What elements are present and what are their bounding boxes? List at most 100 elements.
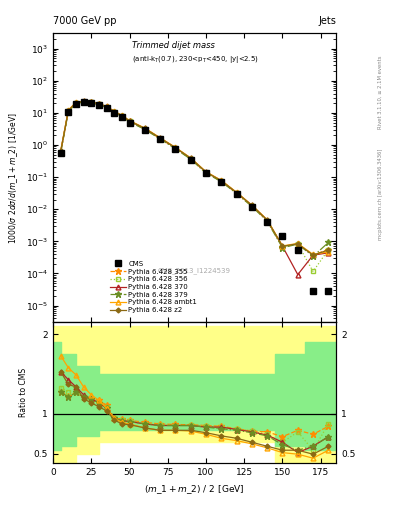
Pythia 6.428 379 (311, 253, 316, 260)
Pythia 6.428 ambt1 (89, 99, 94, 105)
Pythia 6.428 z2 (265, 217, 270, 223)
Pythia 6.428 356 (112, 109, 117, 115)
CMS (89, 100, 94, 106)
Pythia 6.428 z2 (326, 247, 331, 253)
Pythia 6.428 z2 (73, 99, 78, 105)
Pythia 6.428 ambt1 (58, 147, 63, 154)
Pythia 6.428 ambt1 (311, 251, 316, 258)
Pythia 6.428 356 (73, 100, 78, 106)
CMS (296, 247, 300, 253)
CMS (97, 102, 101, 109)
Pythia 6.428 370 (66, 108, 71, 114)
Line: Pythia 6.428 355: Pythia 6.428 355 (58, 99, 331, 258)
Pythia 6.428 ambt1 (204, 168, 208, 175)
Pythia 6.428 355 (81, 99, 86, 105)
CMS (311, 288, 316, 294)
Pythia 6.428 355 (66, 108, 71, 114)
CMS (119, 114, 124, 120)
CMS (219, 179, 224, 185)
Pythia 6.428 355 (127, 118, 132, 124)
Pythia 6.428 z2 (204, 169, 208, 175)
Pythia 6.428 356 (143, 126, 147, 132)
CMS (81, 99, 86, 105)
Line: Pythia 6.428 ambt1: Pythia 6.428 ambt1 (58, 99, 331, 257)
Pythia 6.428 ambt1 (143, 125, 147, 131)
Pythia 6.428 z2 (280, 243, 285, 249)
Pythia 6.428 370 (219, 178, 224, 184)
CMS (66, 109, 71, 115)
Pythia 6.428 370 (250, 202, 254, 208)
Pythia 6.428 379 (265, 218, 270, 224)
Pythia 6.428 370 (112, 109, 117, 115)
Pythia 6.428 z2 (296, 241, 300, 247)
Pythia 6.428 356 (97, 101, 101, 108)
Text: mcplots.cern.ch [arXiv:1306.3436]: mcplots.cern.ch [arXiv:1306.3436] (378, 149, 383, 240)
Y-axis label: $1000/\sigma\ 2d\sigma/d(m\_1 + m\_2)\ [1/\mathrm{GeV}]$: $1000/\sigma\ 2d\sigma/d(m\_1 + m\_2)\ [… (7, 112, 20, 244)
Pythia 6.428 379 (234, 190, 239, 197)
Pythia 6.428 z2 (311, 252, 316, 258)
Pythia 6.428 355 (326, 247, 331, 253)
Pythia 6.428 370 (311, 252, 316, 258)
Pythia 6.428 379 (112, 110, 117, 116)
Legend: CMS, Pythia 6.428 355, Pythia 6.428 356, Pythia 6.428 370, Pythia 6.428 379, Pyt: CMS, Pythia 6.428 355, Pythia 6.428 356,… (107, 258, 200, 316)
Pythia 6.428 z2 (234, 189, 239, 196)
Pythia 6.428 355 (296, 241, 300, 247)
Pythia 6.428 370 (73, 99, 78, 105)
Pythia 6.428 370 (58, 148, 63, 155)
Pythia 6.428 ambt1 (326, 249, 331, 255)
Pythia 6.428 355 (280, 244, 285, 250)
Pythia 6.428 356 (311, 268, 316, 274)
Pythia 6.428 356 (66, 108, 71, 114)
Pythia 6.428 370 (265, 217, 270, 223)
Text: Rivet 3.1.10, ≥ 2.1M events: Rivet 3.1.10, ≥ 2.1M events (378, 55, 383, 129)
Pythia 6.428 379 (326, 240, 331, 246)
CMS (326, 288, 331, 294)
Pythia 6.428 379 (73, 100, 78, 106)
Pythia 6.428 379 (119, 114, 124, 120)
CMS (58, 150, 63, 156)
Pythia 6.428 379 (158, 136, 162, 142)
CMS (158, 136, 162, 142)
Pythia 6.428 ambt1 (104, 103, 109, 110)
Pythia 6.428 ambt1 (219, 177, 224, 183)
Text: CMS_2013_I1224539: CMS_2013_I1224539 (158, 267, 231, 274)
Pythia 6.428 370 (97, 101, 101, 107)
CMS (280, 232, 285, 239)
Pythia 6.428 356 (280, 244, 285, 250)
Pythia 6.428 z2 (66, 108, 71, 114)
Pythia 6.428 ambt1 (66, 107, 71, 113)
Pythia 6.428 355 (219, 178, 224, 184)
Pythia 6.428 355 (234, 190, 239, 196)
Pythia 6.428 z2 (143, 125, 147, 132)
Pythia 6.428 z2 (188, 155, 193, 161)
Pythia 6.428 ambt1 (188, 155, 193, 161)
Pythia 6.428 356 (81, 99, 86, 105)
Pythia 6.428 355 (311, 252, 316, 258)
Pythia 6.428 z2 (112, 109, 117, 115)
Pythia 6.428 355 (73, 100, 78, 106)
Y-axis label: Ratio to CMS: Ratio to CMS (19, 368, 28, 417)
Pythia 6.428 ambt1 (97, 100, 101, 106)
CMS (112, 110, 117, 116)
Pythia 6.428 ambt1 (81, 98, 86, 104)
Pythia 6.428 370 (158, 135, 162, 141)
Pythia 6.428 ambt1 (296, 240, 300, 246)
Pythia 6.428 355 (265, 218, 270, 224)
Pythia 6.428 379 (89, 100, 94, 106)
CMS (204, 170, 208, 177)
Pythia 6.428 370 (104, 103, 109, 110)
Pythia 6.428 379 (296, 241, 300, 247)
Text: (anti-k$_\mathrm{T}$(0.7), 230<p$_\mathrm{T}$<450, |y|<2.5): (anti-k$_\mathrm{T}$(0.7), 230<p$_\mathr… (132, 54, 259, 65)
Pythia 6.428 355 (58, 149, 63, 155)
Pythia 6.428 356 (188, 156, 193, 162)
Pythia 6.428 ambt1 (158, 135, 162, 141)
Text: Trimmed dijet mass: Trimmed dijet mass (132, 40, 215, 50)
CMS (234, 191, 239, 197)
Line: Pythia 6.428 370: Pythia 6.428 370 (58, 99, 331, 277)
Pythia 6.428 379 (280, 245, 285, 251)
Pythia 6.428 355 (188, 156, 193, 162)
Line: Pythia 6.428 379: Pythia 6.428 379 (58, 99, 331, 260)
CMS (143, 126, 147, 133)
Pythia 6.428 355 (204, 169, 208, 176)
Pythia 6.428 356 (296, 241, 300, 247)
